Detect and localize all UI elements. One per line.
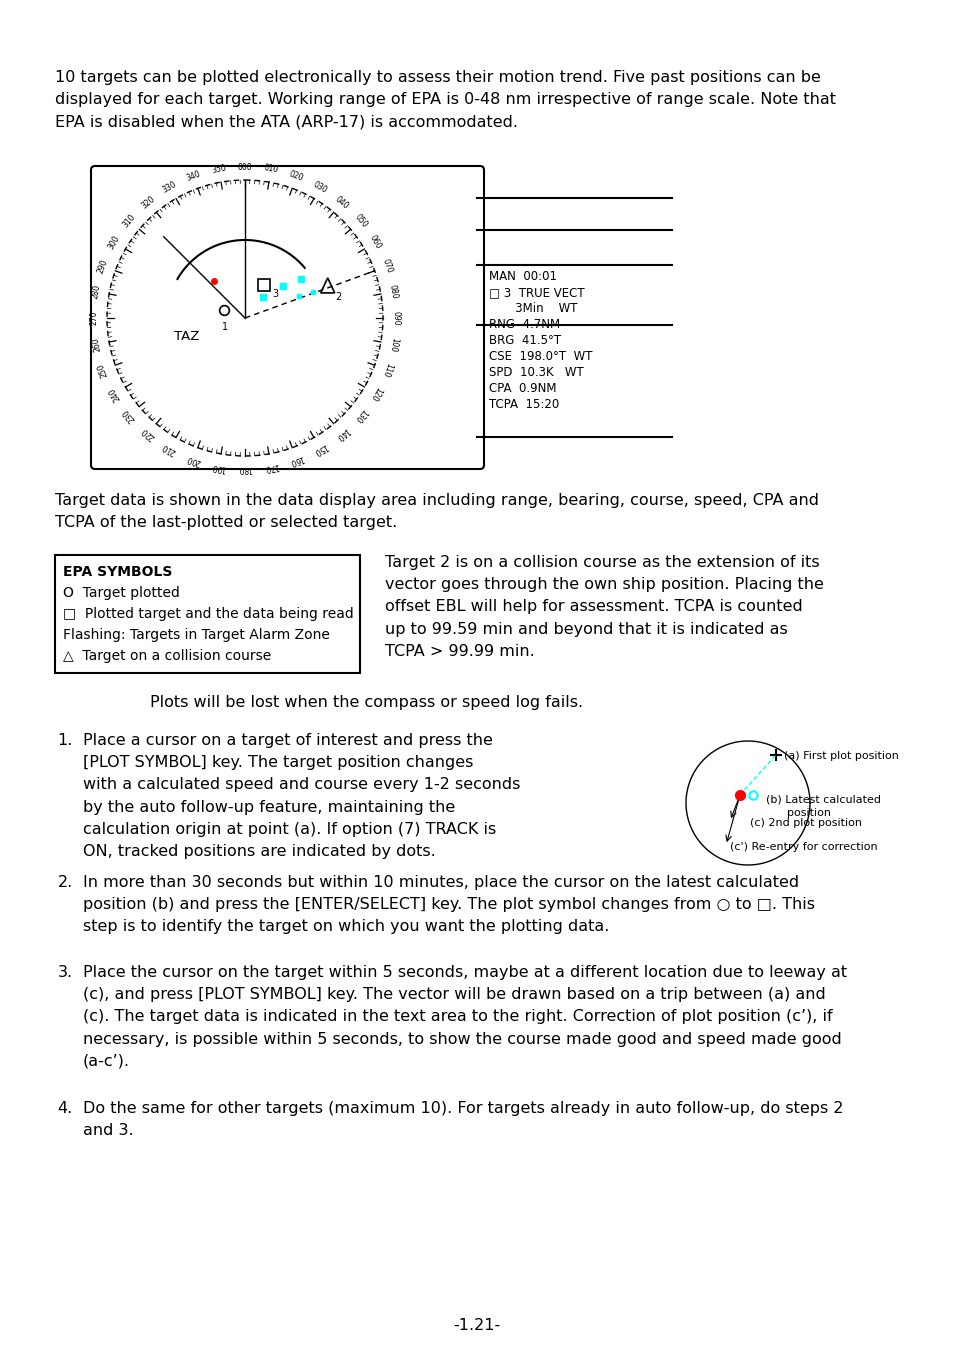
Text: 040: 040 — [334, 195, 350, 211]
Text: 230: 230 — [121, 407, 137, 423]
Text: In more than 30 seconds but within 10 minutes, place the cursor on the latest ca: In more than 30 seconds but within 10 mi… — [83, 875, 814, 935]
Text: 100: 100 — [388, 336, 399, 353]
Text: (c) 2nd plot position: (c) 2nd plot position — [749, 817, 862, 828]
Text: 200: 200 — [185, 453, 201, 466]
Text: 180: 180 — [237, 465, 252, 473]
Text: BRG  41.5°T: BRG 41.5°T — [489, 334, 560, 347]
Text: TAZ: TAZ — [174, 330, 199, 343]
FancyBboxPatch shape — [91, 166, 483, 469]
Text: 020: 020 — [288, 169, 305, 182]
Text: MAN  00:01: MAN 00:01 — [489, 270, 557, 282]
Text: 10 targets can be plotted electronically to assess their motion trend. Five past: 10 targets can be plotted electronically… — [55, 70, 835, 130]
Text: 160: 160 — [288, 453, 305, 466]
Text: 170: 170 — [263, 461, 279, 473]
Text: (b) Latest calculated
      position: (b) Latest calculated position — [765, 794, 880, 819]
Text: (a) First plot position: (a) First plot position — [783, 751, 898, 761]
Text: 320: 320 — [139, 195, 156, 211]
Text: 090: 090 — [391, 311, 400, 326]
Text: 070: 070 — [379, 258, 394, 274]
Text: 010: 010 — [263, 163, 279, 176]
Text: Target 2 is on a collision course as the extension of its
vector goes through th: Target 2 is on a collision course as the… — [385, 555, 823, 659]
Text: □  Plotted target and the data being read: □ Plotted target and the data being read — [63, 607, 354, 621]
Text: 240: 240 — [107, 385, 122, 403]
Text: 140: 140 — [334, 426, 350, 442]
Text: 290: 290 — [96, 258, 110, 274]
Text: 210: 210 — [161, 442, 178, 457]
Text: 340: 340 — [185, 169, 201, 182]
Text: 050: 050 — [353, 212, 369, 230]
Text: 080: 080 — [388, 284, 399, 300]
Text: 1: 1 — [222, 323, 228, 332]
Text: 120: 120 — [368, 385, 383, 403]
Text: 060: 060 — [368, 234, 383, 251]
Text: 330: 330 — [161, 180, 178, 195]
Text: Flashing: Targets in Target Alarm Zone: Flashing: Targets in Target Alarm Zone — [63, 628, 330, 642]
Text: 150: 150 — [312, 442, 329, 457]
Text: 350: 350 — [211, 163, 227, 176]
Text: 4.: 4. — [58, 1101, 73, 1116]
Text: 3.: 3. — [58, 965, 73, 979]
Text: EPA SYMBOLS: EPA SYMBOLS — [63, 565, 172, 580]
Text: O  Target plotted: O Target plotted — [63, 586, 180, 600]
Text: 220: 220 — [139, 426, 156, 442]
Text: CSE  198.0°T  WT: CSE 198.0°T WT — [489, 350, 592, 363]
Text: Do the same for other targets (maximum 10). For targets already in auto follow-u: Do the same for other targets (maximum 1… — [83, 1101, 842, 1138]
Text: 260: 260 — [91, 336, 102, 353]
Text: 030: 030 — [312, 180, 329, 195]
Text: RNG  4.7NM: RNG 4.7NM — [489, 317, 559, 331]
Text: CPA  0.9NM: CPA 0.9NM — [489, 382, 556, 394]
Text: TCPA  15:20: TCPA 15:20 — [489, 399, 558, 411]
Text: 3: 3 — [272, 289, 278, 299]
Text: 2: 2 — [335, 292, 341, 301]
Text: 000: 000 — [237, 162, 252, 172]
Text: -1.21-: -1.21- — [453, 1319, 500, 1333]
Text: 310: 310 — [121, 212, 137, 230]
Text: (c') Re-entry for correction: (c') Re-entry for correction — [729, 842, 877, 852]
Text: □ 3  TRUE VECT: □ 3 TRUE VECT — [489, 286, 584, 299]
Text: 280: 280 — [91, 284, 102, 300]
Text: 300: 300 — [107, 234, 122, 251]
Text: 1.: 1. — [57, 734, 73, 748]
Bar — [55, 555, 359, 673]
Text: Target data is shown in the data display area including range, bearing, course, : Target data is shown in the data display… — [55, 493, 818, 530]
Text: △  Target on a collision course: △ Target on a collision course — [63, 648, 271, 663]
Text: 2.: 2. — [58, 875, 73, 890]
Text: Place a cursor on a target of interest and press the
[PLOT SYMBOL] key. The targ: Place a cursor on a target of interest a… — [83, 734, 519, 859]
Bar — [257, 280, 270, 290]
Text: 190: 190 — [211, 461, 227, 473]
Text: 130: 130 — [353, 407, 369, 423]
Text: 110: 110 — [380, 361, 394, 378]
Text: Place the cursor on the target within 5 seconds, maybe at a different location d: Place the cursor on the target within 5 … — [83, 965, 846, 1069]
Text: 250: 250 — [96, 361, 110, 378]
Text: Plots will be lost when the compass or speed log fails.: Plots will be lost when the compass or s… — [150, 694, 582, 711]
Text: 3Min    WT: 3Min WT — [489, 303, 577, 315]
Text: 270: 270 — [90, 311, 98, 326]
Polygon shape — [320, 278, 335, 293]
Text: SPD  10.3K   WT: SPD 10.3K WT — [489, 366, 583, 380]
